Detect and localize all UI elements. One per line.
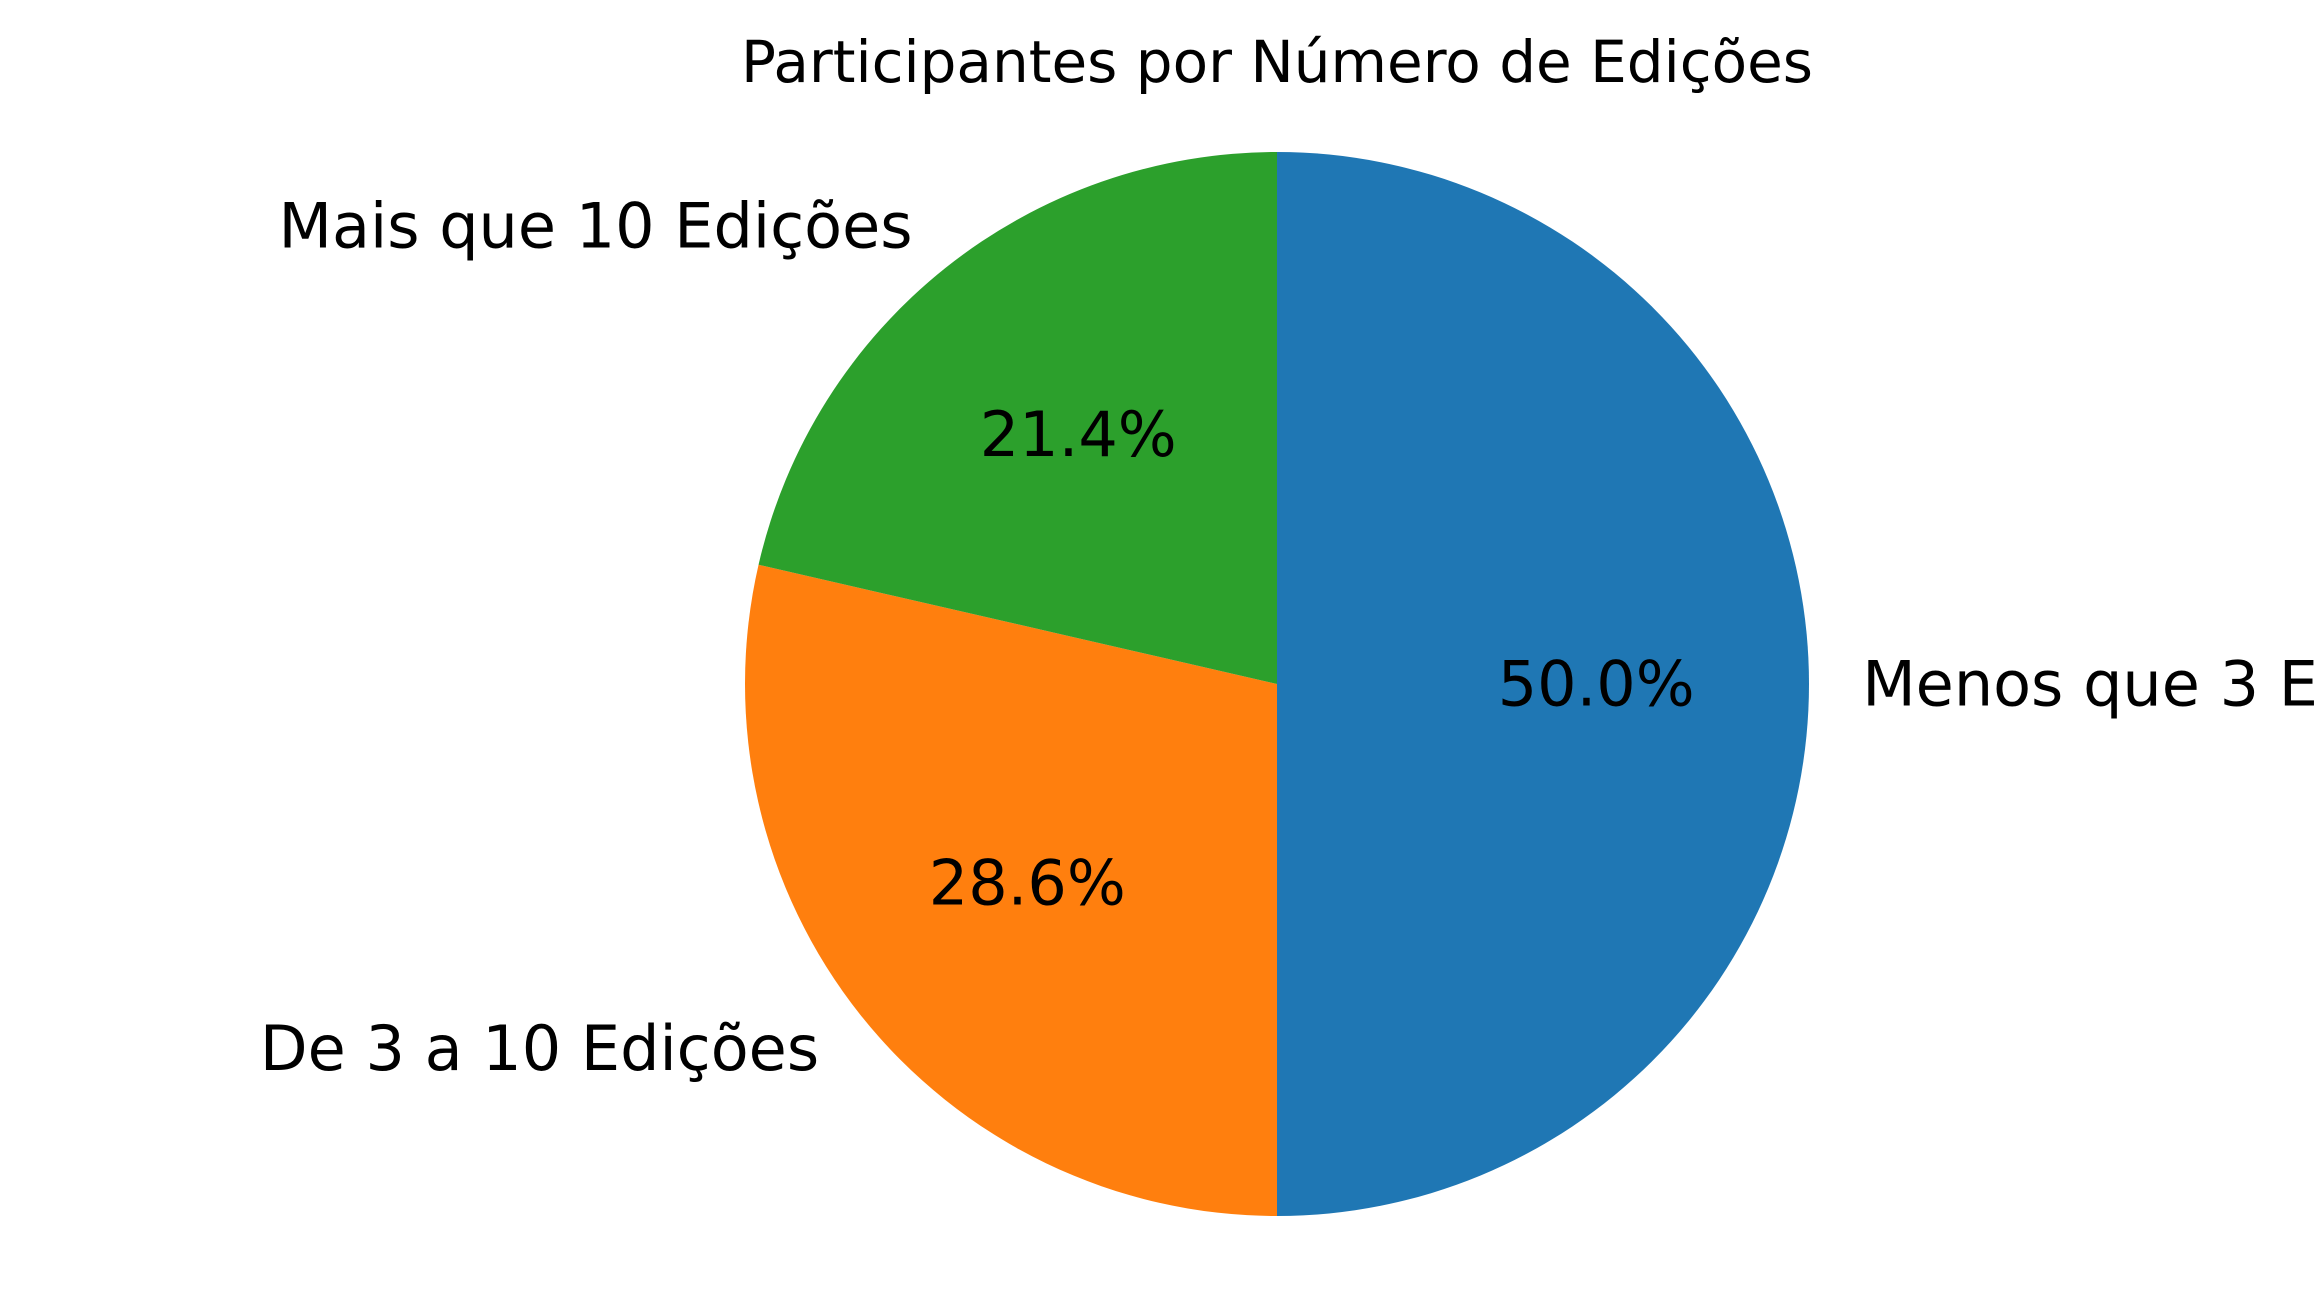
pie-slice-label-de-3-a-10-edicoes: De 3 a 10 Edições — [260, 1012, 819, 1085]
pie-slice-labels: Menos que 3 Edições De 3 a 10 Edições Mais… — [260, 190, 2319, 1085]
pie-slice-de-3-a-10-edicoes — [744, 564, 1277, 1216]
pie-percent-labels: 50.0% 28.6% 21.4% — [929, 398, 1695, 920]
pie-percent-label-menos-que-3-edicoes: 50.0% — [1498, 648, 1695, 721]
pie-slice-mais-que-10-edicoes — [758, 152, 1277, 684]
pie-slices — [744, 152, 1809, 1216]
pie-slice-menos-que-3-edicoes — [1277, 152, 1809, 1216]
pie-slice-label-menos-que-3-edicoes: Menos que 3 Edições — [1862, 648, 2319, 721]
pie-slice-label-mais-que-10-edicoes: Mais que 10 Edições — [278, 190, 912, 263]
pie-percent-label-mais-que-10-edicoes: 21.4% — [980, 398, 1177, 471]
pie-percent-label-de-3-a-10-edicoes: 28.6% — [929, 846, 1126, 919]
chart-title: Participantes por Número de Edições — [741, 28, 1813, 96]
